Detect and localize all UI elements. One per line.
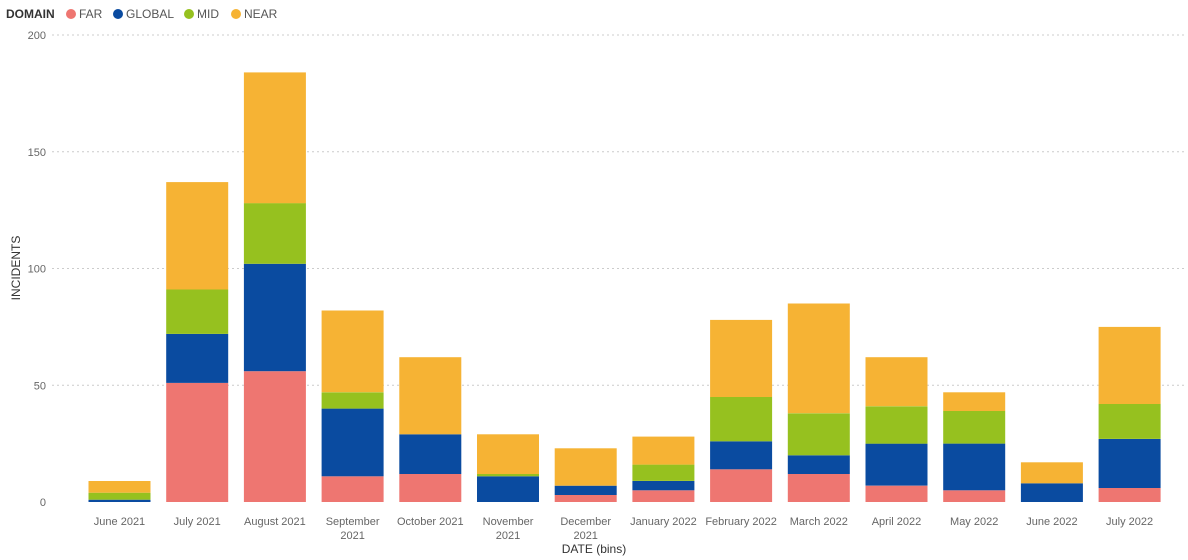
x-tick-label-0: June 2021 xyxy=(94,516,145,528)
bar-global-11[interactable] xyxy=(943,443,1006,491)
bar-far-11[interactable] xyxy=(943,490,1006,502)
x-tick-label-5-line-1: 2021 xyxy=(496,530,520,542)
bar-near-4[interactable] xyxy=(399,357,462,435)
legend-marker-far xyxy=(66,9,76,19)
bar-near-5[interactable] xyxy=(477,434,539,474)
y-tick-label-50: 50 xyxy=(34,380,46,392)
bar-global-13[interactable] xyxy=(1098,439,1161,488)
bar-global-12[interactable] xyxy=(1020,483,1083,502)
x-tick-label-4: October 2021 xyxy=(397,516,464,528)
legend-label-near: NEAR xyxy=(244,7,278,21)
bar-mid-9[interactable] xyxy=(787,413,850,456)
y-axis-title: INCIDENTS xyxy=(9,236,23,301)
bar-global-6[interactable] xyxy=(554,485,617,495)
legend-marker-global xyxy=(113,9,123,19)
x-tick-label-2: August 2021 xyxy=(244,516,306,528)
bar-mid-8[interactable] xyxy=(710,396,773,442)
bar-global-1[interactable] xyxy=(166,333,229,383)
legend-marker-mid xyxy=(184,9,194,19)
bar-far-2[interactable] xyxy=(243,371,306,502)
y-tick-label-150: 150 xyxy=(28,147,46,159)
y-tick-label-0: 0 xyxy=(40,497,46,509)
bar-near-6[interactable] xyxy=(554,448,617,486)
bar-global-4[interactable] xyxy=(399,434,462,474)
bar-far-7[interactable] xyxy=(632,490,695,502)
bar-global-8[interactable] xyxy=(710,441,773,470)
bar-global-2[interactable] xyxy=(243,263,306,372)
bar-mid-11[interactable] xyxy=(943,410,1006,444)
bar-mid-5[interactable] xyxy=(477,474,539,477)
bar-near-13[interactable] xyxy=(1098,326,1161,404)
bar-near-7[interactable] xyxy=(632,436,695,465)
x-tick-label-12: June 2022 xyxy=(1026,516,1077,528)
y-tick-label-100: 100 xyxy=(28,264,46,276)
bar-far-13[interactable] xyxy=(1098,488,1161,502)
bar-global-7[interactable] xyxy=(632,481,695,491)
x-axis-title: DATE (bins) xyxy=(562,542,626,556)
bar-far-1[interactable] xyxy=(166,382,229,502)
legend-marker-near xyxy=(231,9,241,19)
x-tick-label-8: February 2022 xyxy=(705,516,777,528)
x-tick-label-7: January 2022 xyxy=(630,516,697,528)
bar-global-0[interactable] xyxy=(88,499,151,502)
legend-label-far: FAR xyxy=(79,7,103,21)
bar-mid-1[interactable] xyxy=(166,289,229,334)
bar-global-3[interactable] xyxy=(321,408,384,477)
x-tick-label-6-line-0: December xyxy=(560,516,611,528)
x-tick-label-3-line-0: September xyxy=(326,516,380,528)
bar-mid-13[interactable] xyxy=(1098,403,1161,439)
bar-mid-3[interactable] xyxy=(321,392,384,409)
bar-far-8[interactable] xyxy=(710,469,773,502)
bar-far-6[interactable] xyxy=(554,495,617,502)
x-tick-label-10: April 2022 xyxy=(872,516,922,528)
bar-near-2[interactable] xyxy=(243,72,306,204)
bar-mid-0[interactable] xyxy=(88,492,151,500)
legend-label-mid: MID xyxy=(197,7,219,21)
bar-mid-2[interactable] xyxy=(243,203,306,264)
bar-global-9[interactable] xyxy=(787,455,850,474)
bar-far-4[interactable] xyxy=(399,474,462,502)
x-tick-label-5-line-0: November xyxy=(483,516,534,528)
bar-far-9[interactable] xyxy=(787,474,850,502)
bar-far-10[interactable] xyxy=(865,485,928,502)
x-tick-label-6-line-1: 2021 xyxy=(573,530,597,542)
x-tick-label-1: July 2021 xyxy=(174,516,221,528)
bar-near-8[interactable] xyxy=(710,319,773,397)
bar-near-1[interactable] xyxy=(166,182,229,290)
legend-label-global: GLOBAL xyxy=(126,7,174,21)
bar-far-3[interactable] xyxy=(321,476,384,502)
bar-near-10[interactable] xyxy=(865,357,928,407)
y-tick-label-200: 200 xyxy=(28,30,46,42)
x-tick-label-11: May 2022 xyxy=(950,516,998,528)
bar-mid-10[interactable] xyxy=(865,406,928,444)
bar-global-5[interactable] xyxy=(477,476,539,502)
legend: DOMAIN FAR GLOBAL MID NEAR xyxy=(6,7,278,21)
bar-global-10[interactable] xyxy=(865,443,928,486)
bar-near-0[interactable] xyxy=(88,481,151,493)
x-tick-label-3-line-1: 2021 xyxy=(340,530,364,542)
bar-near-9[interactable] xyxy=(787,303,850,414)
bar-near-11[interactable] xyxy=(943,392,1006,411)
bar-near-12[interactable] xyxy=(1020,462,1083,484)
x-tick-label-9: March 2022 xyxy=(790,516,848,528)
bar-near-3[interactable] xyxy=(321,310,384,393)
legend-title: DOMAIN xyxy=(6,7,55,21)
bar-mid-7[interactable] xyxy=(632,464,695,481)
x-tick-label-13: July 2022 xyxy=(1106,516,1153,528)
